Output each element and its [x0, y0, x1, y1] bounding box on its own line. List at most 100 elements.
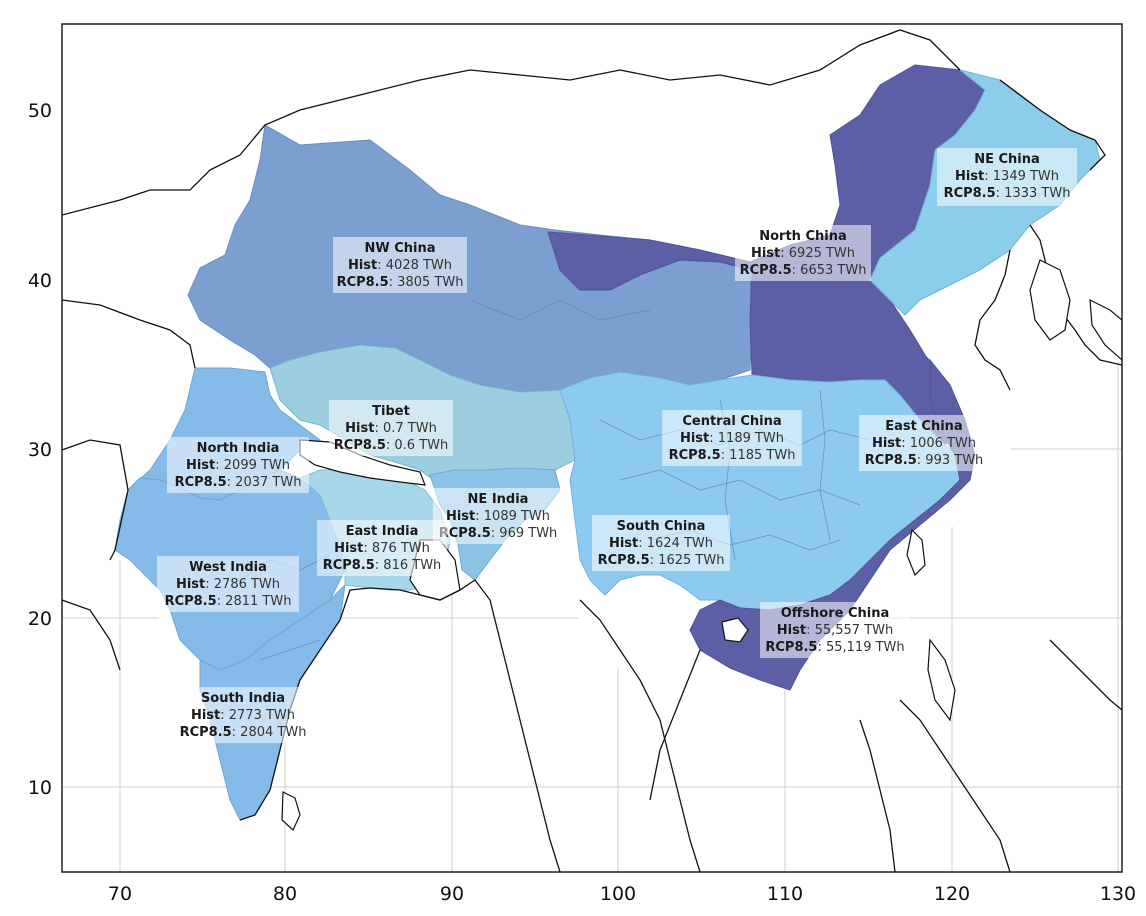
y-axis-ticks: 50 40 30 20 10	[28, 100, 52, 799]
label-rcp: RCP8.5: 993 TWh	[865, 453, 984, 468]
label-rcp-part-1: : 3805 TWh	[389, 275, 464, 290]
label-name-part-0: Tibet	[372, 404, 410, 419]
label-hist: Hist: 2786 TWh	[176, 577, 280, 592]
label-name: East China	[885, 419, 962, 434]
y-tick-20: 20	[28, 608, 52, 630]
label-name-part-0: NE India	[468, 492, 529, 507]
label-rcp-part-1: : 993 TWh	[917, 453, 984, 468]
label-hist: Hist: 1349 TWh	[955, 169, 1059, 184]
label-box	[433, 488, 563, 544]
label-name-part-0: NW China	[364, 241, 435, 256]
label-name-part-0: East India	[346, 524, 419, 539]
x-tick-80: 80	[273, 883, 297, 905]
label-tibet: Tibet Hist: 0.7 TWh RCP8.5: 0.6 TWh	[329, 400, 453, 456]
label-hist: Hist: 0.7 TWh	[345, 421, 437, 436]
islands	[281, 259, 1122, 831]
label-rcp-part-1: : 1333 TWh	[996, 186, 1071, 201]
y-tick-40: 40	[28, 270, 52, 292]
label-offshore-china: Offshore China Hist: 55,557 TWh RCP8.5: 55…	[760, 602, 910, 658]
label-hist-part-1: : 2773 TWh	[220, 708, 295, 723]
label-rcp-part-0: RCP8.5	[439, 526, 491, 541]
label-hist: Hist: 2099 TWh	[186, 458, 290, 473]
label-east-india: East India Hist: 876 TWh RCP8.5: 816 TWh	[317, 520, 447, 576]
label-rcp: RCP8.5: 55,119 TWh	[765, 640, 904, 655]
label-hist-part-0: Hist	[609, 536, 638, 551]
label-west-india: West India Hist: 2786 TWh RCP8.5: 2811 TWh	[157, 556, 299, 612]
label-name-part-0: West India	[189, 560, 267, 575]
x-tick-130: 130	[1100, 883, 1136, 905]
label-hist-part-1: : 6925 TWh	[780, 246, 855, 261]
label-name-part-0: NE China	[974, 152, 1040, 167]
label-hist-part-0: Hist	[872, 436, 901, 451]
label-hist-part-0: Hist	[777, 623, 806, 638]
label-ne-india: NE India Hist: 1089 TWh RCP8.5: 969 TWh	[433, 488, 563, 544]
label-hist-part-1: : 55,557 TWh	[806, 623, 893, 638]
label-south-india: South India Hist: 2773 TWh RCP8.5: 2804 TW…	[172, 687, 314, 743]
label-rcp: RCP8.5: 816 TWh	[323, 558, 442, 573]
label-name: Offshore China	[781, 606, 890, 621]
label-hist-part-1: : 2786 TWh	[205, 577, 280, 592]
y-tick-10: 10	[28, 777, 52, 799]
label-hist-part-0: Hist	[186, 458, 215, 473]
label-box	[157, 556, 299, 612]
label-hist-part-0: Hist	[191, 708, 220, 723]
label-hist: Hist: 876 TWh	[334, 541, 430, 556]
philippines-islands	[927, 638, 956, 722]
label-rcp-part-1: : 1185 TWh	[721, 448, 796, 463]
label-north-china: North China Hist: 6925 TWh RCP8.5: 6653 TW…	[735, 225, 871, 281]
label-name-part-0: South India	[201, 691, 285, 706]
label-hist: Hist: 4028 TWh	[348, 258, 452, 273]
x-tick-120: 120	[934, 883, 970, 905]
label-rcp-part-1: : 2811 TWh	[217, 594, 292, 609]
label-rcp-part-0: RCP8.5	[740, 263, 792, 278]
label-name: Tibet	[372, 404, 410, 419]
label-rcp-part-1: : 55,119 TWh	[817, 640, 904, 655]
label-box	[167, 437, 309, 493]
label-rcp-part-0: RCP8.5	[865, 453, 917, 468]
label-box	[172, 687, 314, 743]
x-tick-90: 90	[440, 883, 464, 905]
x-tick-70: 70	[108, 883, 132, 905]
label-name-part-0: Central China	[682, 414, 781, 429]
label-box	[760, 602, 910, 658]
sri-lanka-island	[281, 791, 301, 831]
label-name: Central China	[682, 414, 781, 429]
label-rcp-part-0: RCP8.5	[334, 438, 386, 453]
label-name: North India	[197, 441, 280, 456]
label-central-china: Central China Hist: 1189 TWh RCP8.5: 1185 …	[662, 410, 802, 466]
label-rcp-part-0: RCP8.5	[323, 558, 375, 573]
label-hist-part-1: : 1349 TWh	[984, 169, 1059, 184]
taiwan-island	[906, 528, 926, 577]
label-name: NE China	[974, 152, 1040, 167]
label-rcp-part-1: : 816 TWh	[375, 558, 442, 573]
label-rcp: RCP8.5: 1625 TWh	[598, 553, 725, 568]
label-box	[662, 410, 802, 466]
label-rcp-part-1: : 2037 TWh	[227, 475, 302, 490]
label-box	[329, 400, 453, 456]
label-nw-china: NW China Hist: 4028 TWh RCP8.5: 3805 TWh	[333, 237, 467, 293]
label-name: South China	[617, 519, 706, 534]
x-axis-ticks: 70 80 90 100 110 120 130	[108, 883, 1136, 905]
x-tick-100: 100	[600, 883, 636, 905]
label-box	[735, 225, 871, 281]
label-hist-part-1: : 0.7 TWh	[374, 421, 436, 436]
label-hist: Hist: 1089 TWh	[446, 509, 550, 524]
label-hist: Hist: 55,557 TWh	[777, 623, 893, 638]
japan-islands	[1089, 298, 1122, 361]
label-rcp-part-1: : 969 TWh	[491, 526, 558, 541]
label-hist-part-1: : 1089 TWh	[475, 509, 550, 524]
label-rcp-part-0: RCP8.5	[337, 275, 389, 290]
label-rcp: RCP8.5: 1185 TWh	[669, 448, 796, 463]
label-rcp-part-0: RCP8.5	[180, 725, 232, 740]
label-rcp-part-1: : 0.6 TWh	[386, 438, 448, 453]
label-hist-part-1: : 4028 TWh	[377, 258, 452, 273]
label-name-part-0: East China	[885, 419, 962, 434]
label-rcp: RCP8.5: 969 TWh	[439, 526, 558, 541]
label-hist-part-0: Hist	[176, 577, 205, 592]
label-hist-part-0: Hist	[446, 509, 475, 524]
label-box	[592, 515, 730, 571]
label-rcp: RCP8.5: 1333 TWh	[944, 186, 1071, 201]
label-name-part-0: South China	[617, 519, 706, 534]
